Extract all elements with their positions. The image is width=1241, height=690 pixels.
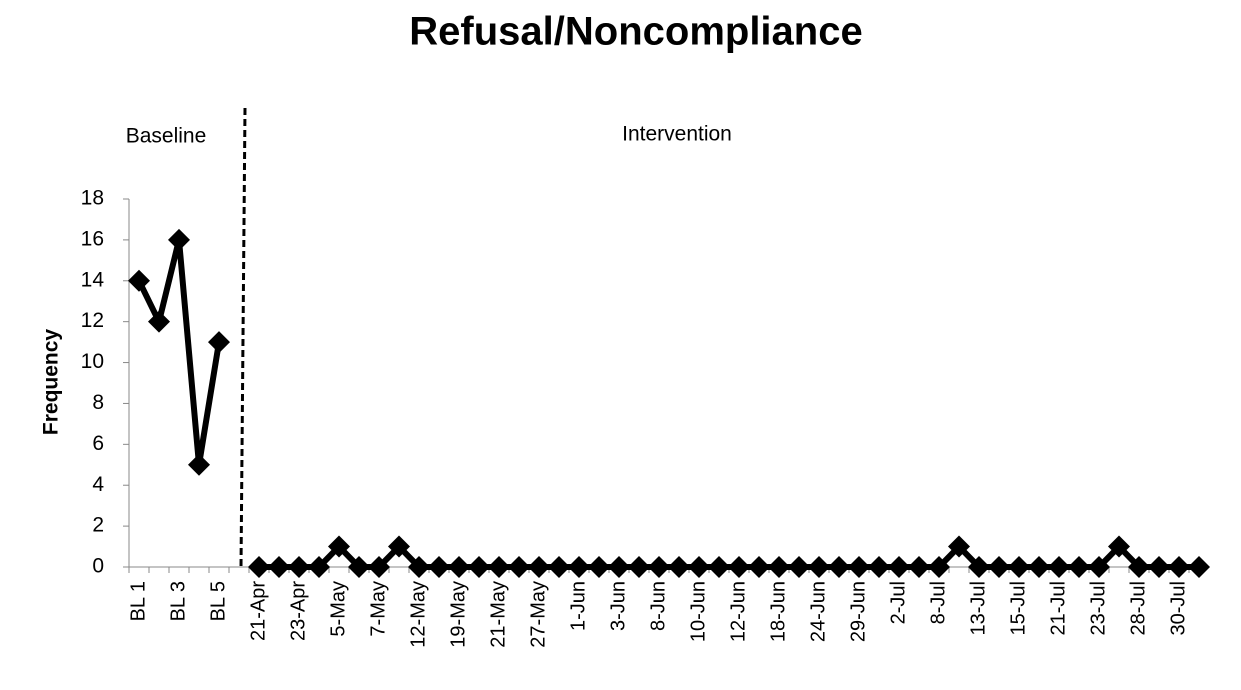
data-point <box>768 556 790 578</box>
data-point <box>428 556 450 578</box>
y-tick-label: 6 <box>92 432 104 455</box>
data-point <box>1008 556 1030 578</box>
x-tick-label: 15-Jul <box>1007 581 1029 635</box>
data-point <box>468 556 490 578</box>
x-tick-label: 23-Apr <box>287 581 309 641</box>
x-tick-label: 7-May <box>367 581 389 637</box>
data-point <box>568 556 590 578</box>
data-point <box>528 556 550 578</box>
phase-label: Baseline <box>126 125 207 148</box>
data-point <box>368 556 390 578</box>
x-tick-label: 12-Jun <box>727 581 749 642</box>
data-point <box>848 556 870 578</box>
y-tick-label: 2 <box>92 514 104 537</box>
x-tick-label: 23-Jul <box>1087 581 1109 635</box>
data-point <box>648 556 670 578</box>
data-point <box>1148 556 1170 578</box>
x-tick-label: 30-Jul <box>1167 581 1189 635</box>
x-tick-label: 19-May <box>447 581 469 648</box>
data-point <box>288 556 310 578</box>
x-tick-label: 3-Jun <box>607 581 629 631</box>
data-point <box>1028 556 1050 578</box>
data-point <box>588 556 610 578</box>
x-tick-label: 2-Jul <box>887 581 909 624</box>
data-point <box>688 556 710 578</box>
y-tick-label: 12 <box>81 309 104 332</box>
data-point <box>728 556 750 578</box>
x-tick-label: 12-May <box>407 581 429 648</box>
x-tick-label: 5-May <box>327 581 349 637</box>
data-point <box>408 556 430 578</box>
x-tick-label: BL 1 <box>127 581 149 621</box>
y-tick-label: 14 <box>81 268 105 291</box>
y-axis-label: Frequency <box>40 329 63 436</box>
data-point <box>208 331 230 354</box>
data-point <box>308 556 330 578</box>
data-point <box>808 556 830 578</box>
y-tick-label: 16 <box>81 227 104 250</box>
data-point <box>1188 556 1210 578</box>
x-tick-label: 13-Jul <box>967 581 989 635</box>
data-point <box>168 228 190 251</box>
data-point <box>248 556 270 578</box>
data-point <box>888 556 910 578</box>
x-tick-label: 29-Jun <box>847 581 869 642</box>
chart-title: Refusal/Noncompliance <box>409 10 862 54</box>
y-tick-label: 10 <box>81 350 104 373</box>
data-point <box>508 556 530 578</box>
data-point <box>748 556 770 578</box>
x-tick-label: 10-Jun <box>687 581 709 642</box>
data-point <box>1108 535 1130 558</box>
data-point <box>388 535 410 558</box>
phase-change-line <box>239 107 247 568</box>
data-point <box>948 535 970 558</box>
series-line <box>136 236 1199 570</box>
x-tick-label: 28-Jul <box>1127 581 1149 635</box>
x-tick-label: BL 3 <box>167 581 189 621</box>
x-tick-label: 8-Jul <box>927 581 949 624</box>
data-point <box>608 556 630 578</box>
data-point <box>668 556 690 578</box>
data-point <box>1168 556 1190 578</box>
data-point <box>128 269 150 292</box>
data-point <box>188 453 210 476</box>
data-point <box>1128 556 1150 578</box>
data-point <box>988 556 1010 578</box>
data-point <box>148 310 170 333</box>
y-tick-label: 8 <box>92 391 104 414</box>
x-tick-label: BL 5 <box>207 581 229 621</box>
y-tick-label: 0 <box>92 555 104 578</box>
x-tick-label: 24-Jun <box>807 581 829 642</box>
data-point <box>448 556 470 578</box>
data-point <box>788 556 810 578</box>
phase-label: Intervention <box>622 123 732 146</box>
data-point <box>1088 556 1110 578</box>
y-tick-label: 4 <box>92 473 104 496</box>
x-tick-label: 21-May <box>487 581 509 648</box>
x-tick-label: 21-Jul <box>1047 581 1069 635</box>
data-point <box>1068 556 1090 578</box>
x-tick-label: 18-Jun <box>767 581 789 642</box>
data-point <box>268 556 290 578</box>
data-point <box>628 556 650 578</box>
data-point <box>708 556 730 578</box>
data-point <box>828 556 850 578</box>
data-point <box>868 556 890 578</box>
x-tick-label: 21-Apr <box>247 581 269 641</box>
x-tick-label: 1-Jun <box>567 581 589 631</box>
data-point <box>968 556 990 578</box>
y-tick-label: 18 <box>81 187 104 210</box>
data-point <box>328 535 350 558</box>
data-point <box>488 556 510 578</box>
x-tick-label: 27-May <box>527 581 549 648</box>
data-point <box>548 556 570 578</box>
data-point <box>1048 556 1070 578</box>
x-tick-label: 8-Jun <box>647 581 669 631</box>
data-point <box>348 556 370 578</box>
data-point <box>908 556 930 578</box>
data-point <box>928 556 950 578</box>
